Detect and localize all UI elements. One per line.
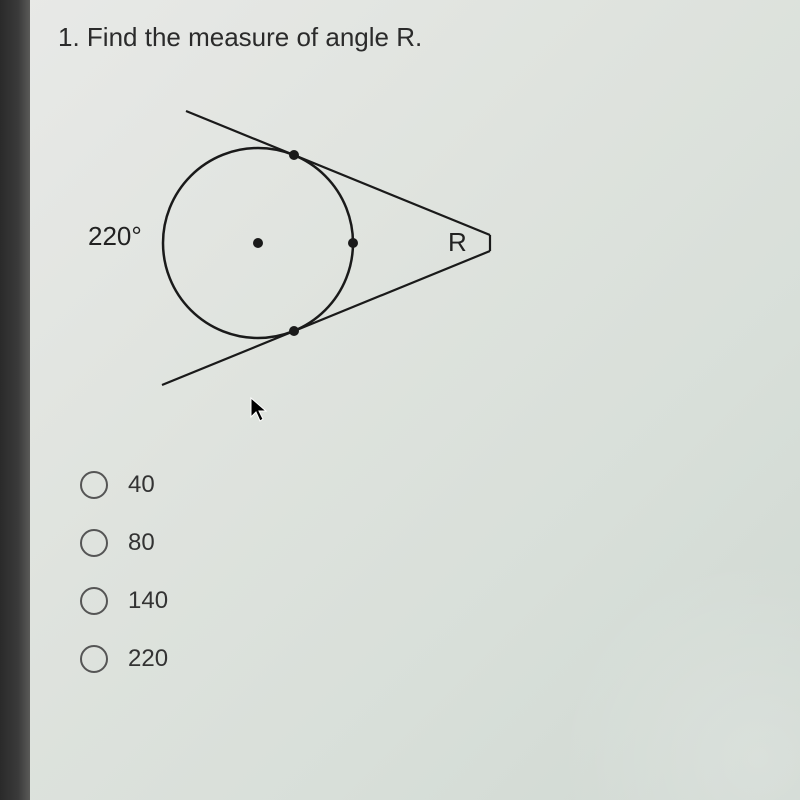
radio-icon[interactable] [80,471,108,499]
content-area: 1. Find the measure of angle R. 220° R [30,0,800,800]
option-label: 40 [128,471,155,499]
option-40[interactable]: 40 [80,471,780,499]
center-dot [253,238,263,248]
option-label: 220 [128,645,168,673]
answer-options: 40 80 140 220 [80,471,780,673]
right-dot [348,238,358,248]
radio-icon[interactable] [80,587,108,615]
cursor-icon [250,397,270,423]
option-label: 80 [128,529,155,557]
option-label: 140 [128,587,168,615]
option-80[interactable]: 80 [80,529,780,557]
tangent-point-bottom [289,326,299,336]
arc-measure-value: 220° [88,221,142,251]
radio-icon[interactable] [80,529,108,557]
option-140[interactable]: 140 [80,587,780,615]
arc-measure-label: 220° [88,221,142,252]
question-body: Find the measure of angle R. [87,22,422,52]
option-220[interactable]: 220 [80,645,780,673]
geometry-figure: 220° R [58,63,578,423]
question-text: 1. Find the measure of angle R. [58,22,780,53]
question-number: 1. [58,22,80,52]
photo-left-edge [0,0,30,800]
tangent-line-top [186,111,490,235]
tangent-point-top [289,150,299,160]
vertex-r-label: R [448,227,467,258]
tangent-line-bottom [162,251,490,385]
radio-icon[interactable] [80,645,108,673]
